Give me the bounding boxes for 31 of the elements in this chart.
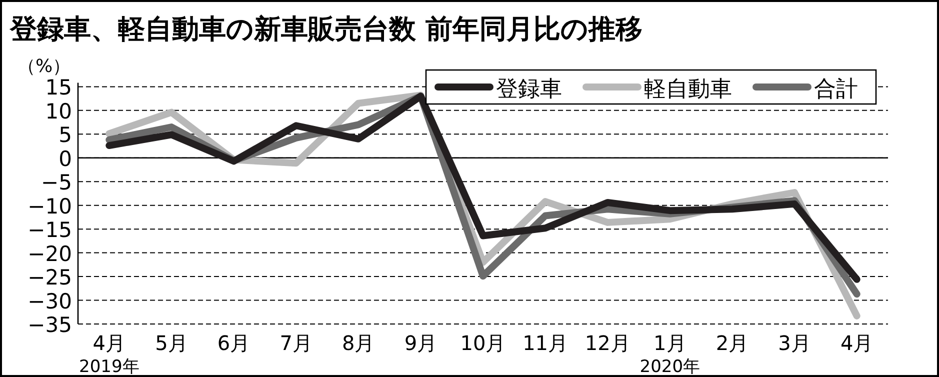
x-tick-label: 5月 <box>155 331 188 355</box>
y-tick-label: 15 <box>45 76 72 100</box>
y-tick-label: −10 <box>28 194 72 218</box>
x-tick-label: 4月 <box>840 331 874 355</box>
text: 2020年 <box>640 357 700 377</box>
chart-title: 登録車、軽自動車の新車販売台数 前年同月比の推移 <box>9 14 642 45</box>
x-tick-label: 6月 <box>217 331 250 355</box>
y-tick-label: −5 <box>41 170 72 195</box>
y-axis-title: （%） <box>17 56 71 77</box>
x-tick-label: 4月 <box>92 331 126 355</box>
legend-label: 合計 <box>814 77 858 102</box>
x-tick-label: 3月 <box>778 331 811 355</box>
y-tick-label: −30 <box>28 289 72 314</box>
x-tick-label: 9月 <box>404 331 438 355</box>
text: 2019年 <box>79 357 140 377</box>
y-tick-label: −20 <box>28 242 72 266</box>
y-tick-label: 0 <box>58 146 72 171</box>
x-tick-label: 11月 <box>522 331 568 355</box>
y-tick-label: 10 <box>45 99 72 124</box>
x-tick-label: 10月 <box>460 331 506 355</box>
legend-label: 登録車 <box>496 77 562 102</box>
x-tick-label: 12月 <box>584 331 630 355</box>
legend-label: 軽自動車 <box>644 77 732 102</box>
y-tick-label: −35 <box>28 313 72 337</box>
y-tick-label: −25 <box>28 266 72 290</box>
x-tick-label: 2月 <box>716 331 749 355</box>
y-tick-label: −15 <box>28 218 72 242</box>
y-tick-label: 5 <box>58 123 72 148</box>
x-tick-label: 7月 <box>280 331 312 355</box>
x-tick-label: 8月 <box>342 331 375 355</box>
x-tick-label: 1月 <box>654 331 686 355</box>
